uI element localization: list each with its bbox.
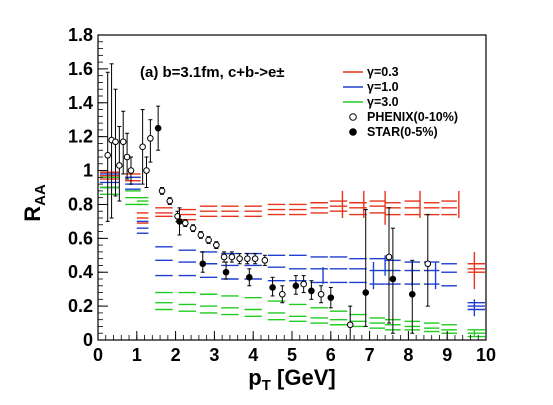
- phenix-data-point: [236, 255, 243, 262]
- phenix-data-point: [317, 290, 325, 298]
- legend-label-gamma-0.3: γ=0.3: [367, 65, 399, 79]
- x-tick-label: 2: [171, 345, 181, 365]
- x-axis-label-sub: T: [262, 377, 271, 394]
- star-data-point: [292, 282, 300, 290]
- legend: γ=0.3 γ=1.0 γ=3.0 PHENIX(0-10%) STAR(0-5…: [343, 65, 458, 139]
- star-data-point: [389, 275, 397, 283]
- star-data-point: [222, 268, 230, 276]
- star-data-point: [362, 289, 370, 296]
- star-data-point: [246, 274, 253, 281]
- phenix-data-point: [300, 280, 307, 288]
- x-tick-label: 5: [287, 345, 297, 365]
- legend-label-gamma-1.0: γ=1.0: [367, 80, 399, 94]
- star-data-point: [408, 290, 416, 298]
- star-data-point: [176, 218, 183, 225]
- y-tick-label: 1: [83, 161, 93, 181]
- x-axis-label-main: p: [248, 365, 261, 390]
- y-tick-label: 0.2: [68, 296, 93, 316]
- legend-marker-phenix: [349, 113, 357, 121]
- phenix-data-point: [139, 143, 146, 151]
- legend-label-gamma-3.0: γ=3.0: [367, 95, 399, 109]
- phenix-data-point: [166, 197, 174, 205]
- ticks-layer: 0 1 2 3 4 5 6 7 8 9 10 0 0.2 0.4 0.6 0.8 1 1.2 1.4 1.6 1.8: [68, 25, 496, 365]
- y-tick-label: 0.4: [68, 262, 93, 282]
- phenix-data-point: [220, 253, 228, 261]
- phenix-data-point: [385, 253, 393, 261]
- phenix-data-point: [147, 135, 154, 142]
- phenix-data-point: [127, 167, 135, 174]
- x-tick-label: 8: [403, 345, 413, 365]
- star-data-point: [154, 124, 162, 132]
- y-tick-label: 0.8: [68, 194, 93, 214]
- x-axis-label: pT [GeV]: [248, 365, 335, 394]
- x-tick-label: 0: [93, 345, 103, 365]
- y-axis-label: RAA: [20, 184, 49, 222]
- phenix-data-point: [143, 167, 150, 174]
- phenix-data-point: [119, 138, 127, 146]
- phenix-data-point: [158, 187, 166, 195]
- x-tick-label: 3: [209, 345, 219, 365]
- y-tick-label: 1.4: [68, 93, 93, 113]
- phenix-data-point: [112, 138, 119, 146]
- phenix-data-point: [228, 253, 236, 261]
- points-layer: [104, 63, 432, 341]
- phenix-data-point: [279, 290, 286, 298]
- y-tick-label: 0.6: [68, 228, 93, 248]
- legend-label-star: STAR(0-5%): [367, 125, 438, 139]
- chart-annotation: (a) b=3.1fm, c+b->e±: [140, 64, 285, 81]
- band-layer: [99, 171, 486, 338]
- star-data-point: [269, 284, 276, 291]
- phenix-data-point: [213, 241, 220, 249]
- y-tick-label: 1.2: [68, 127, 93, 147]
- x-tick-label: 9: [442, 345, 452, 365]
- phenix-data-point: [205, 236, 212, 244]
- phenix-data-point: [251, 255, 259, 262]
- x-tick-label: 4: [248, 345, 258, 365]
- x-tick-label: 6: [326, 345, 336, 365]
- legend-label-phenix: PHENIX(0-10%): [367, 110, 458, 124]
- phenix-data-point: [104, 152, 111, 159]
- y-axis-label-main: R: [20, 206, 45, 222]
- phenix-data-point: [189, 224, 197, 232]
- phenix-data-point: [244, 255, 251, 262]
- phenix-data-point: [197, 231, 205, 239]
- legend-marker-star: [349, 128, 357, 136]
- y-tick-label: 0: [83, 330, 93, 350]
- phenix-data-point: [116, 162, 123, 169]
- y-axis-label-sub: AA: [32, 184, 49, 206]
- y-tick-label: 1.6: [68, 59, 93, 79]
- x-axis-label-unit: [GeV]: [271, 365, 336, 390]
- x-tick-label: 7: [365, 345, 375, 365]
- x-tick-label: 10: [476, 345, 496, 365]
- phenix-data-point: [182, 219, 189, 227]
- phenix-data-point: [346, 321, 354, 329]
- star-data-point: [327, 294, 335, 301]
- x-tick-label: 1: [132, 345, 142, 365]
- star-data-point: [199, 260, 207, 268]
- star-data-point: [308, 287, 315, 295]
- phenix-data-point: [424, 260, 432, 268]
- y-tick-label: 1.8: [68, 25, 93, 45]
- phenix-data-point: [261, 257, 269, 264]
